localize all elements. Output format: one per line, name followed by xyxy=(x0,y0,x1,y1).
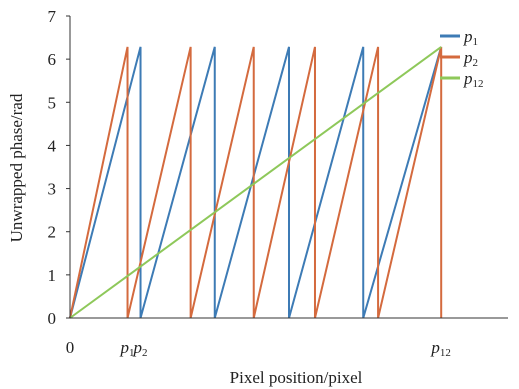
y-tick-label: 6 xyxy=(48,50,57,69)
y-tick-labels: 0 1 2 3 4 5 6 7 xyxy=(48,7,70,328)
y-tick-label: 3 xyxy=(48,180,57,199)
legend-label-p12: p12 xyxy=(463,69,484,90)
plot-area xyxy=(69,46,443,319)
series-line-p12 xyxy=(69,46,442,319)
series-line-p1 xyxy=(69,46,443,319)
y-tick-label: 0 xyxy=(48,309,57,328)
x-tick-label: p12 xyxy=(430,338,451,359)
x-axis-title: Pixel position/pixel xyxy=(230,368,363,387)
axes xyxy=(69,16,508,319)
y-tick-label: 2 xyxy=(48,223,57,242)
y-axis-title: Unwrapped phase/rad xyxy=(7,93,26,242)
legend-label-p2: p2 xyxy=(463,48,478,69)
x-tick-label: p1 xyxy=(120,338,135,359)
y-tick-label: 7 xyxy=(48,7,57,26)
x-tick-label: 0 xyxy=(66,338,75,357)
legend-label-p1: p1 xyxy=(463,27,478,48)
y-tick-label: 4 xyxy=(48,136,57,155)
x-tick-label: p2 xyxy=(133,338,148,359)
y-tick-label: 5 xyxy=(48,93,57,112)
y-tick-label: 1 xyxy=(48,266,57,285)
